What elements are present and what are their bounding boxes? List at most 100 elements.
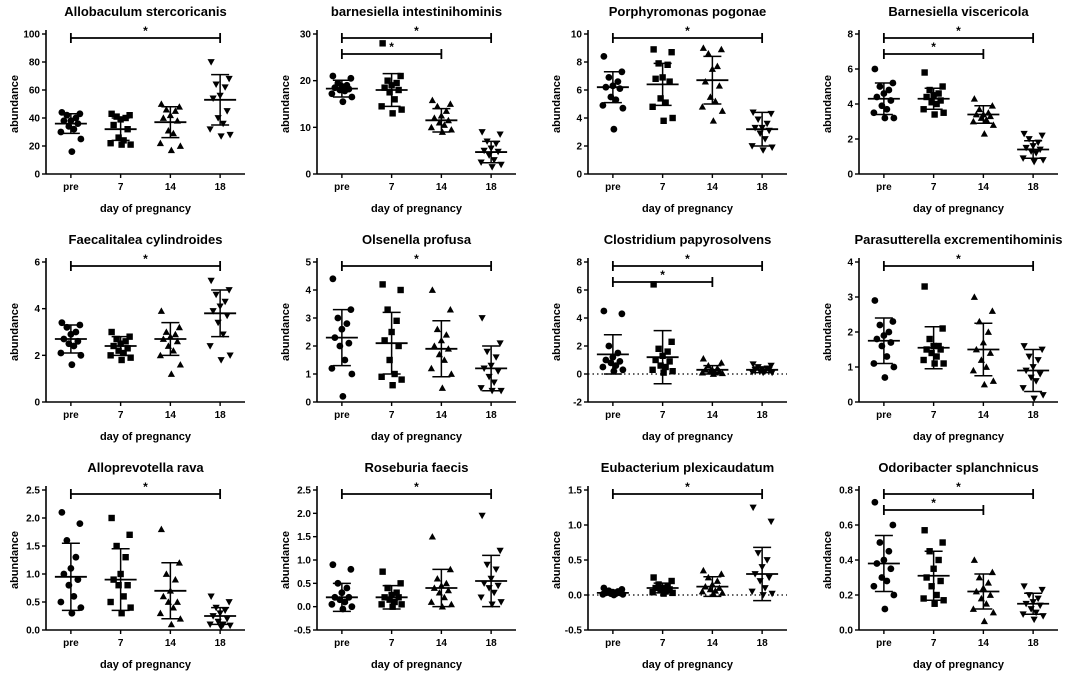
data-point [389,603,396,610]
y-axis-title: abundance [551,75,563,133]
y-tick-label: 1.0 [26,570,40,581]
x-tick-label: 7 [389,182,395,193]
data-point [341,356,349,364]
chart-svg: Eubacterium plexicaudatum -0.5 0.0 0.5 1.0 1.… [551,460,787,671]
x-tick-label: 18 [486,638,498,649]
data-point [1022,144,1030,152]
data-point [173,598,181,605]
data-point [348,370,356,378]
data-point [157,307,165,314]
data-point [110,121,117,129]
data-point [662,99,669,106]
data-point [871,297,879,304]
data-point [920,106,927,113]
data-point [118,141,125,148]
y-axis-title: abundance [551,303,563,361]
y-tick-label: 0 [847,170,853,181]
y-tick-label: 2 [847,328,853,339]
chart-title: Olsenella profusa [362,232,472,247]
y-tick-label: 2 [847,135,853,146]
data-point [206,343,214,350]
data-point [68,148,76,156]
data-point [176,615,184,622]
significance-star: * [389,40,394,54]
data-point [156,351,164,359]
data-point [988,307,996,314]
y-tick-label: 2 [576,342,582,353]
data-point [221,298,229,306]
data-point [496,340,504,347]
data-point [986,112,994,120]
data-point [668,338,675,345]
x-tick-label: pre [334,638,350,649]
data-point [759,147,767,154]
data-point [70,342,78,350]
data-point [698,103,706,110]
x-tick-label: 18 [757,638,769,649]
significance-star: * [414,24,419,38]
data-point [926,335,933,343]
data-point [76,520,84,527]
y-tick-label: 0.8 [839,486,853,497]
y-tick-label: 3 [305,314,311,325]
significance-star: * [956,252,961,266]
data-point [763,120,771,128]
chart-title: Porphyromonas pogonae [609,4,766,19]
data-point [928,583,935,590]
x-tick-label: 7 [931,410,937,421]
y-tick-label: 0.0 [839,626,853,637]
y-tick-label: 2.5 [297,486,311,497]
data-point [440,356,448,363]
data-point [937,346,944,353]
data-point [937,97,944,104]
x-tick-label: 18 [215,638,227,649]
data-point [923,346,930,353]
data-point [225,599,233,606]
panel-olsenella-profusa: Olsenella profusa 0 1 2 3 4 5 pre 7 14 18 day of pr… [271,228,542,456]
y-tick-label: 0.5 [568,556,582,567]
data-point [937,577,944,585]
data-point [207,593,215,600]
data-point [1036,371,1044,378]
data-point [127,604,134,611]
data-point [329,561,337,569]
data-point [433,102,441,110]
panel-allobaculum-stercoricanis: Allobaculum stercoricanis 0 20 40 60 80 100 pre… [0,0,271,228]
data-point [124,582,131,589]
data-point [217,624,225,631]
data-point [657,362,664,369]
y-tick-label: 6 [576,286,582,297]
y-tick-label: 20 [29,142,41,153]
y-axis-title: abundance [9,303,21,361]
data-point [975,105,983,113]
data-point [928,99,935,106]
y-axis-title: abundance [822,531,834,589]
data-point [889,521,897,529]
data-point [490,157,498,164]
data-point [933,100,940,108]
data-point [339,393,347,400]
data-point [931,600,938,607]
data-point [57,128,65,136]
data-point [763,557,771,564]
data-point [477,159,485,166]
x-tick-label: 7 [931,182,937,193]
y-tick-label: 4 [34,304,40,315]
y-tick-label: 10 [571,30,583,41]
data-point [341,598,349,606]
data-point [984,328,992,335]
data-point [749,361,757,368]
data-point [386,596,393,603]
x-tick-label: 18 [1028,410,1040,421]
data-point [223,615,231,623]
data-point [118,610,125,617]
data-point [480,147,488,155]
x-axis-title: day of pregnancy [100,203,192,215]
data-point [699,566,707,574]
data-point [386,356,393,364]
data-point [334,314,342,322]
data-point [649,366,656,373]
data-point [329,275,337,283]
data-point [162,570,170,577]
data-point [619,104,627,112]
